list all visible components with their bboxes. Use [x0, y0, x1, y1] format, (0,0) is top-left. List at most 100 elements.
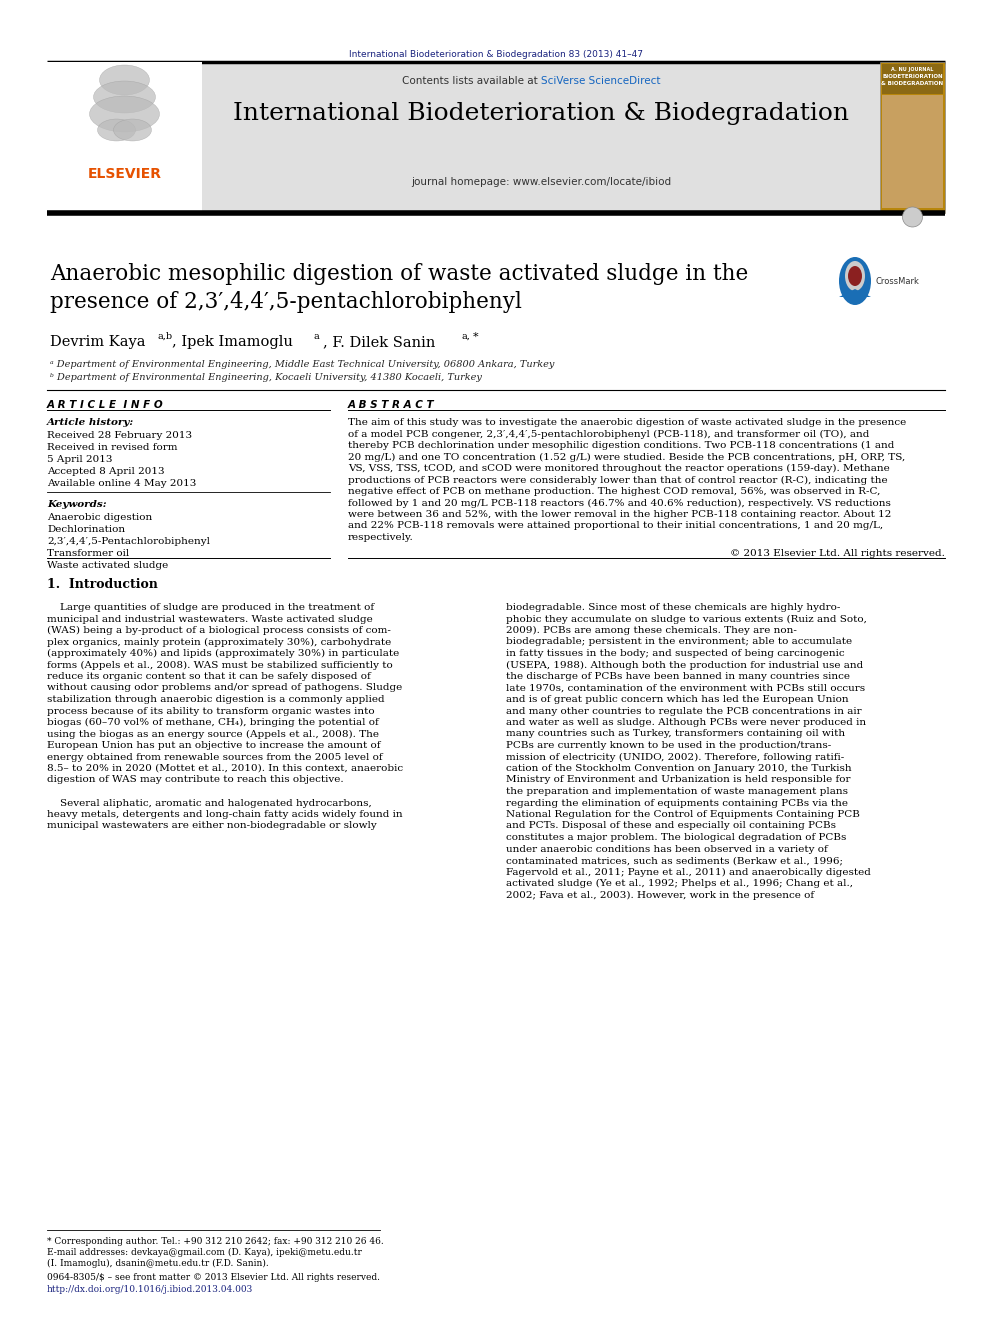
Text: Dechlorination: Dechlorination	[47, 525, 125, 534]
Text: biodegradable; persistent in the environment; able to accumulate: biodegradable; persistent in the environ…	[506, 638, 852, 647]
Text: A. NU JOURNAL: A. NU JOURNAL	[892, 67, 933, 71]
Text: 0964-8305/$ – see front matter © 2013 Elsevier Ltd. All rights reserved.: 0964-8305/$ – see front matter © 2013 El…	[47, 1273, 380, 1282]
Text: PCBs are currently known to be used in the production/trans-: PCBs are currently known to be used in t…	[506, 741, 831, 750]
Text: digestion of WAS may contribute to reach this objective.: digestion of WAS may contribute to reach…	[47, 775, 343, 785]
Text: contaminated matrices, such as sediments (Berkaw et al., 1996;: contaminated matrices, such as sediments…	[506, 856, 843, 865]
Text: forms (Appels et al., 2008). WAS must be stabilized sufficiently to: forms (Appels et al., 2008). WAS must be…	[47, 660, 393, 669]
Text: , Ipek Imamoglu: , Ipek Imamoglu	[172, 335, 293, 349]
Ellipse shape	[839, 257, 871, 306]
Text: stabilization through anaerobic digestion is a commonly applied: stabilization through anaerobic digestio…	[47, 695, 385, 704]
Text: Accepted 8 April 2013: Accepted 8 April 2013	[47, 467, 165, 476]
Text: & BIODEGRADATION: & BIODEGRADATION	[882, 81, 943, 86]
Text: Anaerobic mesophilic digestion of waste activated sludge in the: Anaerobic mesophilic digestion of waste …	[50, 263, 748, 284]
Text: the preparation and implementation of waste management plans: the preparation and implementation of wa…	[506, 787, 848, 796]
Text: 2002; Fava et al., 2003). However, work in the presence of: 2002; Fava et al., 2003). However, work …	[506, 890, 814, 900]
Text: Ministry of Environment and Urbanization is held responsible for: Ministry of Environment and Urbanization…	[506, 775, 850, 785]
Text: and water as well as sludge. Although PCBs were never produced in: and water as well as sludge. Although PC…	[506, 718, 866, 728]
Text: National Regulation for the Control of Equipments Containing PCB: National Regulation for the Control of E…	[506, 810, 860, 819]
Text: productions of PCB reactors were considerably lower than that of control reactor: productions of PCB reactors were conside…	[348, 475, 888, 484]
Ellipse shape	[97, 119, 136, 142]
Ellipse shape	[903, 206, 923, 228]
Text: the discharge of PCBs have been banned in many countries since: the discharge of PCBs have been banned i…	[506, 672, 850, 681]
Text: heavy metals, detergents and long-chain fatty acids widely found in: heavy metals, detergents and long-chain …	[47, 810, 403, 819]
Text: mission of electricity (UNIDO, 2002). Therefore, following ratifi-: mission of electricity (UNIDO, 2002). Th…	[506, 753, 844, 762]
Text: Devrim Kaya: Devrim Kaya	[50, 335, 146, 349]
Text: Contents lists available at: Contents lists available at	[402, 75, 541, 86]
Text: reduce its organic content so that it can be safely disposed of: reduce its organic content so that it ca…	[47, 672, 371, 681]
Ellipse shape	[848, 266, 862, 286]
Text: http://dx.doi.org/10.1016/j.ibiod.2013.04.003: http://dx.doi.org/10.1016/j.ibiod.2013.0…	[47, 1285, 253, 1294]
Ellipse shape	[99, 65, 150, 95]
Text: using the biogas as an energy source (Appels et al., 2008). The: using the biogas as an energy source (Ap…	[47, 729, 379, 738]
Text: Several aliphatic, aromatic and halogenated hydrocarbons,: Several aliphatic, aromatic and halogena…	[47, 799, 372, 807]
Text: (I. Imamoglu), dsanin@metu.edu.tr (F.D. Sanin).: (I. Imamoglu), dsanin@metu.edu.tr (F.D. …	[47, 1259, 269, 1269]
Polygon shape	[839, 288, 871, 296]
Ellipse shape	[113, 119, 152, 142]
Text: 2,3′,4,4′,5-Pentachlorobiphenyl: 2,3′,4,4′,5-Pentachlorobiphenyl	[47, 537, 210, 546]
Text: ELSEVIER: ELSEVIER	[87, 167, 162, 181]
Text: VS, VSS, TSS, tCOD, and sCOD were monitored throughout the reactor operations (1: VS, VSS, TSS, tCOD, and sCOD were monito…	[348, 464, 890, 474]
Text: CrossMark: CrossMark	[875, 277, 919, 286]
Text: followed by 1 and 20 mg/L PCB-118 reactors (46.7% and 40.6% reduction), respecti: followed by 1 and 20 mg/L PCB-118 reacto…	[348, 499, 891, 508]
FancyBboxPatch shape	[47, 62, 202, 213]
Text: ᵃ Department of Environmental Engineering, Middle East Technical University, 068: ᵃ Department of Environmental Engineerin…	[50, 360, 555, 369]
Text: ᵇ Department of Environmental Engineering, Kocaeli University, 41380 Kocaeli, Tu: ᵇ Department of Environmental Engineerin…	[50, 373, 482, 382]
Text: Waste activated sludge: Waste activated sludge	[47, 561, 169, 570]
Text: without causing odor problems and/or spread of pathogens. Sludge: without causing odor problems and/or spr…	[47, 684, 402, 692]
Text: and is of great public concern which has led the European Union: and is of great public concern which has…	[506, 695, 848, 704]
Text: under anaerobic conditions has been observed in a variety of: under anaerobic conditions has been obse…	[506, 844, 827, 853]
Text: *: *	[473, 332, 478, 343]
Text: International Biodeterioration & Biodegradation 83 (2013) 41–47: International Biodeterioration & Biodegr…	[349, 50, 643, 60]
Text: Received 28 February 2013: Received 28 February 2013	[47, 431, 192, 441]
Ellipse shape	[93, 81, 156, 112]
Text: journal homepage: www.elsevier.com/locate/ibiod: journal homepage: www.elsevier.com/locat…	[411, 177, 671, 187]
Text: process because of its ability to transform organic wastes into: process because of its ability to transf…	[47, 706, 375, 716]
Text: © 2013 Elsevier Ltd. All rights reserved.: © 2013 Elsevier Ltd. All rights reserved…	[730, 549, 945, 558]
FancyBboxPatch shape	[880, 62, 945, 213]
Text: in fatty tissues in the body; and suspected of being carcinogenic: in fatty tissues in the body; and suspec…	[506, 650, 844, 658]
Text: energy obtained from renewable sources from the 2005 level of: energy obtained from renewable sources f…	[47, 753, 383, 762]
Text: biodegradable. Since most of these chemicals are highly hydro-: biodegradable. Since most of these chemi…	[506, 603, 840, 613]
Text: a,: a,	[462, 332, 471, 341]
Text: and many other countries to regulate the PCB concentrations in air: and many other countries to regulate the…	[506, 706, 862, 716]
Text: A R T I C L E  I N F O: A R T I C L E I N F O	[47, 400, 164, 410]
Text: (WAS) being a by-product of a biological process consists of com-: (WAS) being a by-product of a biological…	[47, 626, 391, 635]
Text: SciVerse ScienceDirect: SciVerse ScienceDirect	[541, 75, 661, 86]
Text: 20 mg/L) and one TO concentration (1.52 g/L) were studied. Beside the PCB concen: 20 mg/L) and one TO concentration (1.52 …	[348, 452, 906, 462]
Text: Keywords:: Keywords:	[47, 500, 106, 509]
Text: Large quantities of sludge are produced in the treatment of: Large quantities of sludge are produced …	[47, 603, 374, 613]
Text: presence of 2,3′,4,4′,5-pentachlorobiphenyl: presence of 2,3′,4,4′,5-pentachlorobiphe…	[50, 291, 522, 314]
Text: Received in revised form: Received in revised form	[47, 443, 178, 452]
Text: BIODETERIORATION: BIODETERIORATION	[882, 74, 942, 79]
Text: constitutes a major problem. The biological degradation of PCBs: constitutes a major problem. The biologi…	[506, 833, 846, 841]
FancyBboxPatch shape	[202, 62, 880, 213]
Text: late 1970s, contamination of the environment with PCBs still occurs: late 1970s, contamination of the environ…	[506, 684, 865, 692]
Text: plex organics, mainly protein (approximately 30%), carbohydrate: plex organics, mainly protein (approxima…	[47, 638, 391, 647]
Text: International Biodeterioration & Biodegradation: International Biodeterioration & Biodegr…	[233, 102, 849, 124]
Text: and PCTs. Disposal of these and especially oil containing PCBs: and PCTs. Disposal of these and especial…	[506, 822, 836, 831]
Text: of a model PCB congener, 2,3′,4,4′,5-pentachlorobiphenyl (PCB-118), and transfor: of a model PCB congener, 2,3′,4,4′,5-pen…	[348, 430, 869, 439]
Text: municipal wastewaters are either non-biodegradable or slowly: municipal wastewaters are either non-bio…	[47, 822, 377, 831]
Text: Anaerobic digestion: Anaerobic digestion	[47, 513, 152, 523]
Text: Available online 4 May 2013: Available online 4 May 2013	[47, 479, 196, 488]
Text: biogas (60–70 vol% of methane, CH₄), bringing the potential of: biogas (60–70 vol% of methane, CH₄), bri…	[47, 718, 379, 728]
Text: Article history:: Article history:	[47, 418, 134, 427]
Text: phobic they accumulate on sludge to various extents (Ruiz and Soto,: phobic they accumulate on sludge to vari…	[506, 614, 867, 623]
Text: negative effect of PCB on methane production. The highest COD removal, 56%, was : negative effect of PCB on methane produc…	[348, 487, 880, 496]
Text: European Union has put an objective to increase the amount of: European Union has put an objective to i…	[47, 741, 381, 750]
Text: 1.  Introduction: 1. Introduction	[47, 578, 158, 591]
Text: a: a	[314, 332, 319, 341]
FancyBboxPatch shape	[882, 95, 943, 208]
Text: Fagervold et al., 2011; Payne et al., 2011) and anaerobically digested: Fagervold et al., 2011; Payne et al., 20…	[506, 868, 871, 877]
Text: , F. Dilek Sanin: , F. Dilek Sanin	[323, 335, 435, 349]
Text: (USEPA, 1988). Although both the production for industrial use and: (USEPA, 1988). Although both the product…	[506, 660, 863, 669]
Ellipse shape	[89, 97, 160, 132]
Text: regarding the elimination of equipments containing PCBs via the: regarding the elimination of equipments …	[506, 799, 848, 807]
Text: A B S T R A C T: A B S T R A C T	[348, 400, 434, 410]
Text: * Corresponding author. Tel.: +90 312 210 2642; fax: +90 312 210 26 46.: * Corresponding author. Tel.: +90 312 21…	[47, 1237, 384, 1246]
Text: many countries such as Turkey, transformers containing oil with: many countries such as Turkey, transform…	[506, 729, 845, 738]
Text: 2009). PCBs are among these chemicals. They are non-: 2009). PCBs are among these chemicals. T…	[506, 626, 797, 635]
Text: municipal and industrial wastewaters. Waste activated sludge: municipal and industrial wastewaters. Wa…	[47, 614, 373, 623]
Text: cation of the Stockholm Convention on January 2010, the Turkish: cation of the Stockholm Convention on Ja…	[506, 763, 851, 773]
Text: 5 April 2013: 5 April 2013	[47, 455, 112, 464]
